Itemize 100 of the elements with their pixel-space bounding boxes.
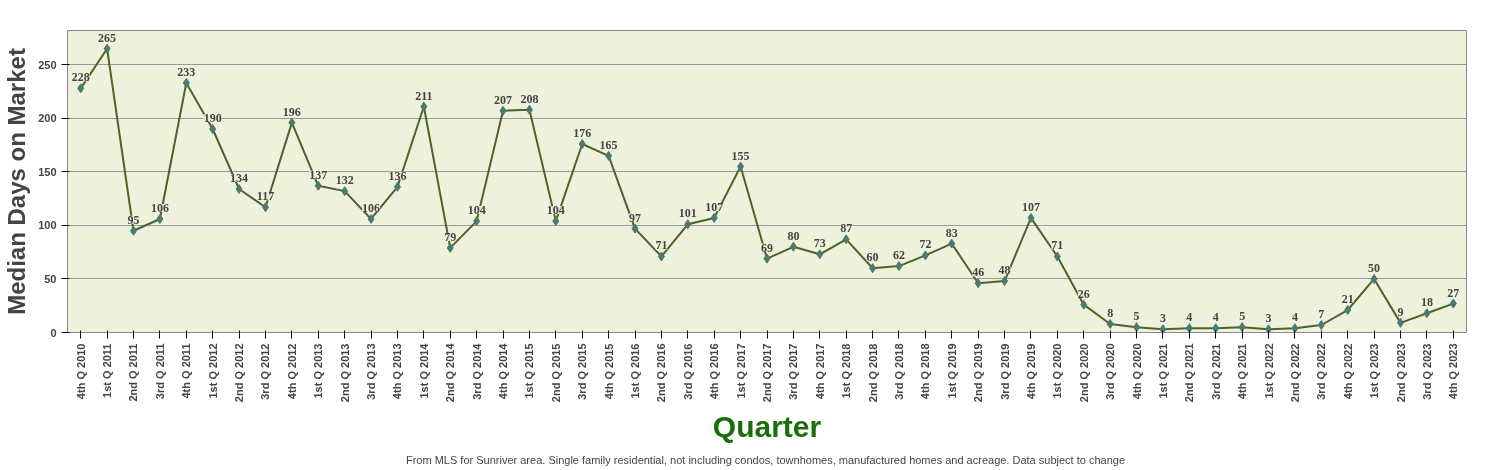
- y-tick-label: 150: [38, 165, 57, 178]
- x-tick-label: 4th Q 2012: [285, 343, 298, 400]
- x-tick-label: 1st Q 2016: [629, 343, 642, 399]
- data-label: 95: [127, 212, 140, 227]
- x-tick-label: 3rd Q 2019: [998, 343, 1011, 400]
- x-tick-label: 1st Q 2017: [734, 343, 747, 399]
- y-tick-label: 0: [50, 326, 57, 339]
- y-tick-label: 100: [38, 219, 57, 232]
- x-tick-label: 1st Q 2013: [312, 343, 325, 399]
- text: From MLS for Sunriver area. Single family residential, not including condos, townhomes, manufactured homes and acreage. Data subject to change: [405, 453, 1126, 466]
- x-tick-label: 4th Q 2010: [74, 343, 87, 400]
- x-tick-label: 2nd Q 2016: [655, 343, 668, 403]
- x-tick-label: 2nd Q 2023: [1394, 343, 1407, 403]
- data-label: 106: [150, 200, 169, 215]
- x-tick-label: 1st Q 2018: [840, 343, 853, 399]
- data-label: 211: [415, 88, 433, 103]
- x-tick-label: 4th Q 2015: [602, 343, 615, 400]
- data-label: 3: [1265, 311, 1272, 326]
- data-label: 62: [892, 248, 905, 263]
- x-tick-label: 2nd Q 2011: [127, 343, 140, 402]
- x-tick-label: 3rd Q 2015: [576, 343, 589, 400]
- data-label: 107: [705, 199, 724, 214]
- data-label: 4: [1186, 310, 1193, 325]
- y-axis-title: Median Days on Market: [3, 48, 31, 315]
- x-tick-label: 1st Q 2022: [1262, 343, 1275, 399]
- x-tick-label: 2nd Q 2013: [338, 343, 351, 403]
- data-label: 104: [546, 203, 565, 218]
- x-tick-label: 4th Q 2011: [180, 343, 193, 399]
- data-label: 4: [1291, 310, 1298, 325]
- data-label: 107: [1021, 199, 1040, 214]
- x-tick-label: 4th Q 2023: [1447, 343, 1460, 400]
- x-tick-label: 4th Q 2013: [391, 343, 404, 400]
- data-label: 104: [467, 203, 486, 218]
- data-label: 71: [655, 238, 668, 253]
- x-tick-label: 3rd Q 2021: [1209, 343, 1222, 400]
- data-label: 7: [1318, 307, 1325, 321]
- data-label: 71: [1051, 238, 1064, 253]
- data-label: 208: [520, 91, 539, 106]
- data-label: 5: [1133, 309, 1140, 324]
- x-tick-label: 3rd Q 2014: [470, 342, 483, 400]
- x-tick-label: 3rd Q 2016: [681, 343, 694, 400]
- x-tick-label: 1st Q 2020: [1051, 343, 1064, 399]
- x-tick-label: 1st Q 2011: [101, 343, 114, 398]
- x-tick-label: 3rd Q 2013: [365, 343, 378, 400]
- x-tick-label: 2nd Q 2018: [866, 343, 879, 403]
- x-tick-label: 1st Q 2015: [523, 343, 536, 399]
- data-label: 155: [731, 148, 750, 163]
- data-label: 176: [573, 126, 592, 141]
- data-label: 101: [678, 206, 697, 221]
- data-label: 4: [1212, 310, 1219, 325]
- data-label: 207: [494, 92, 513, 107]
- x-tick-label: 1st Q 2021: [1156, 343, 1169, 399]
- data-label: 27: [1447, 285, 1460, 300]
- data-label: 196: [282, 104, 301, 119]
- x-tick-label: 3rd Q 2012: [259, 343, 272, 400]
- x-tick-label: 1st Q 2019: [945, 343, 958, 399]
- data-label: 50: [1368, 260, 1381, 275]
- x-tick-label: 3rd Q 2022: [1315, 343, 1328, 400]
- data-label: 8: [1107, 305, 1114, 320]
- data-label: 136: [388, 168, 407, 183]
- x-tick-label: 4th Q 2017: [813, 343, 826, 400]
- x-tick-label: 2nd Q 2014: [444, 342, 457, 403]
- x-tick-label: 1st Q 2012: [206, 343, 219, 399]
- data-label: 46: [972, 265, 985, 280]
- x-tick-label: 3rd Q 2011: [153, 343, 166, 400]
- x-tick-label: 4th Q 2021: [1236, 343, 1249, 400]
- x-tick-label: 2nd Q 2015: [549, 343, 562, 403]
- data-label: 265: [98, 30, 117, 45]
- x-axis-title: Quarter: [712, 410, 822, 444]
- data-label: 18: [1420, 295, 1433, 310]
- data-label: 87: [840, 221, 853, 236]
- y-tick-label: 50: [44, 272, 57, 285]
- x-tick-label: 4th Q 2019: [1024, 343, 1037, 400]
- data-label: 97: [629, 210, 642, 225]
- x-tick-label: 2nd Q 2012: [233, 343, 246, 403]
- data-label: 69: [761, 240, 773, 255]
- data-label: 83: [945, 225, 958, 240]
- data-label: 165: [599, 137, 618, 152]
- x-tick-label: 4th Q 2022: [1341, 343, 1354, 400]
- data-label: 228: [71, 70, 90, 85]
- y-tick-label: 250: [38, 58, 57, 71]
- data-label: 9: [1397, 304, 1404, 319]
- data-label: 60: [866, 250, 879, 265]
- x-tick-label: 3rd Q 2020: [1104, 343, 1117, 400]
- x-tick-label: 2nd Q 2022: [1288, 343, 1301, 403]
- x-tick-label: 4th Q 2016: [708, 343, 721, 400]
- x-tick-label: 2nd Q 2020: [1077, 343, 1090, 403]
- x-tick-label: 3rd Q 2023: [1420, 343, 1433, 400]
- x-tick-label: 4th Q 2020: [1130, 343, 1143, 400]
- x-tick-label: 3rd Q 2017: [787, 343, 800, 400]
- data-label: 117: [256, 189, 275, 204]
- y-tick-label: 200: [38, 112, 57, 125]
- x-tick-label: 2nd Q 2017: [761, 343, 773, 403]
- data-label: 80: [787, 228, 800, 243]
- data-label: 26: [1077, 286, 1090, 301]
- x-tick-label: 3rd Q 2018: [892, 343, 905, 400]
- x-tick-label: 2nd Q 2021: [1183, 343, 1196, 403]
- data-label: 132: [335, 173, 354, 188]
- data-label: 106: [362, 200, 381, 215]
- x-tick-label: 2nd Q 2019: [972, 343, 985, 403]
